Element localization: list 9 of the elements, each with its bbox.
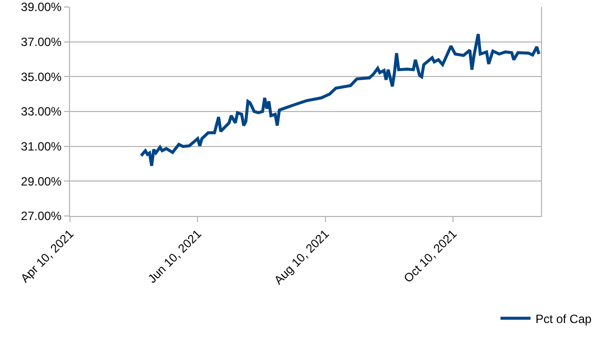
y-tick-label: 37.00% bbox=[20, 35, 62, 50]
legend-label: Pct of Cap bbox=[536, 312, 592, 326]
y-tick-label: 29.00% bbox=[20, 174, 62, 188]
line-series bbox=[140, 32, 540, 168]
y-tick-label: 39.00% bbox=[20, 0, 62, 14]
y-tick-label: 35.00% bbox=[20, 70, 62, 84]
y-tick-label: 33.00% bbox=[20, 104, 62, 119]
y-tick-label: 27.00% bbox=[20, 209, 62, 224]
y-tick-label: 31.00% bbox=[20, 140, 62, 154]
